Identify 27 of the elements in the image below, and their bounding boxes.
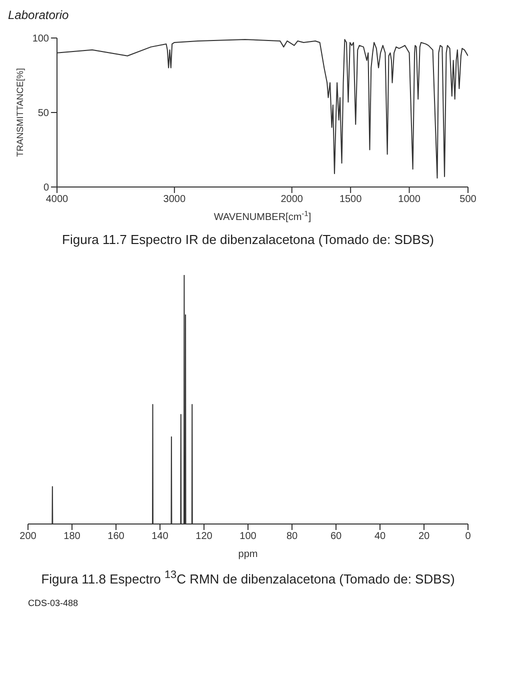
x-tick-label: 500 (460, 194, 477, 206)
x-tick-label: 40 (374, 531, 386, 542)
x-tick-label: 80 (286, 531, 298, 542)
x-tick-label: 200 (20, 531, 37, 542)
x-axis-title: WAVENUMBER[cm$^{-1}$] (214, 208, 312, 223)
x-tick-label: 60 (330, 531, 342, 542)
x-tick-label: 0 (465, 531, 472, 542)
x-axis-title: ppm (238, 549, 258, 560)
x-tick-label: 160 (108, 531, 125, 542)
x-tick-label: 120 (196, 531, 213, 542)
x-tick-label: 1000 (398, 194, 421, 206)
x-tick-label: 4000 (46, 194, 69, 206)
x-tick-label: 100 (240, 531, 257, 542)
y-tick-label: 0 (43, 182, 50, 194)
x-tick-label: 2000 (280, 194, 304, 206)
x-tick-label: 1500 (339, 194, 362, 206)
x-tick-label: 140 (152, 531, 169, 542)
x-tick-label: 20 (418, 531, 430, 542)
text: Figura 11.7 Espectro IR de dibenzalacetona (Tomado de: SDBS) (61, 232, 435, 247)
text: Laboratorio (8, 8, 70, 22)
x-tick-label: 180 (64, 531, 81, 542)
text: CDS-03-488 (28, 598, 80, 608)
y-tick-label: 100 (32, 34, 50, 45)
text: Figura 11.8 Espectro $^{13}$C RMN de dibenzalacetona (Tomado de: SDBS) (40, 569, 456, 586)
y-axis-title: TRANSMITTANCE[%] (15, 68, 25, 157)
y-tick-label: 50 (38, 108, 50, 120)
x-tick-label: 3000 (163, 194, 186, 206)
